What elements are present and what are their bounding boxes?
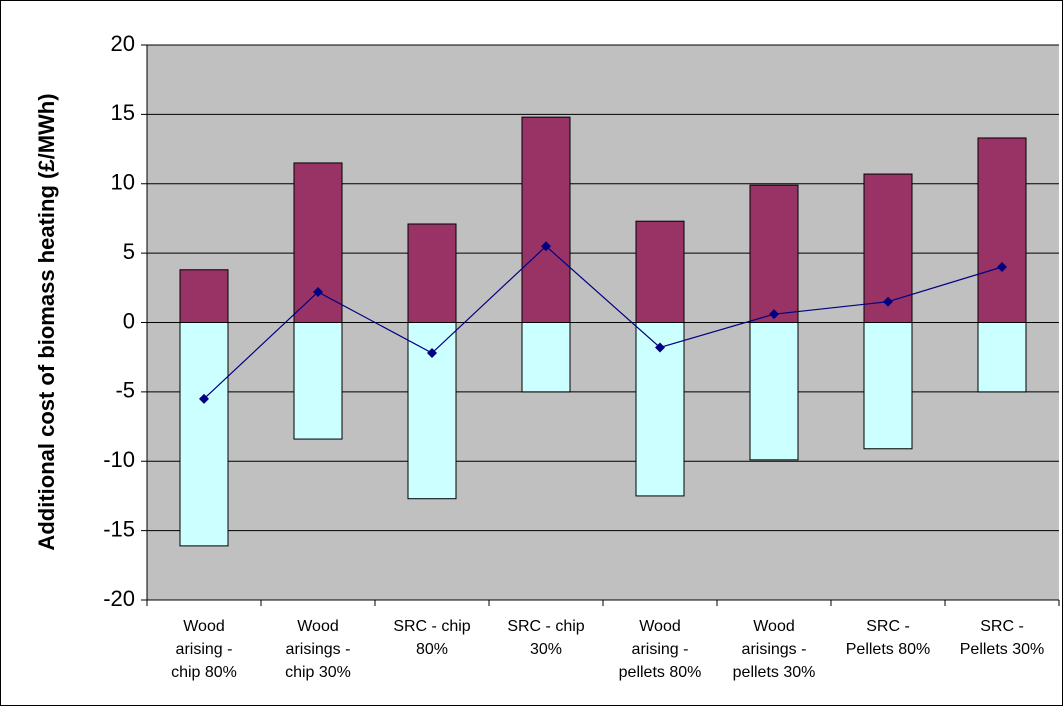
x-tick-label-line: chip 80% [171, 664, 237, 681]
bar [521, 116, 571, 324]
line-marker [541, 241, 551, 252]
y-tick-label: -10 [103, 447, 135, 472]
line-marker [769, 309, 779, 320]
line-marker [883, 296, 893, 307]
y-tick-label: 10 [111, 170, 135, 195]
x-tick-label-line: arising - [176, 641, 233, 658]
x-tick-label-line: SRC - chip [507, 618, 584, 635]
y-tick-label: 20 [111, 31, 135, 56]
x-tick-label: Wood arisings - chip 30% [285, 618, 351, 681]
bar [179, 322, 229, 547]
x-tick-label-line: Pellets 80% [846, 641, 931, 658]
x-tick-label-line: Wood [639, 618, 681, 635]
x-tick-label-line: 30% [530, 641, 562, 658]
bar [749, 184, 799, 323]
line-marker [199, 393, 209, 404]
bar [179, 269, 229, 323]
x-tick-label-line: chip 30% [285, 664, 351, 681]
bar [521, 322, 571, 393]
x-tick-label-line: arisings - [286, 641, 351, 658]
x-tick-label: SRC - chip 80% [393, 618, 470, 658]
x-tick-label-line: Wood [183, 618, 225, 635]
x-tick-label-line: SRC - [980, 618, 1024, 635]
y-tick-label: 15 [111, 100, 135, 125]
y-axis-label: Additional cost of biomass heating (£/MW… [34, 93, 59, 550]
line-marker [427, 348, 437, 359]
bar [293, 322, 343, 440]
bar [863, 322, 913, 450]
x-tick-label: SRC - Pellets 80% [846, 618, 931, 658]
x-tick-label: Wood arisings - pellets 30% [733, 618, 816, 681]
x-tick-label-line: 80% [416, 641, 448, 658]
y-tick-label: -15 [103, 516, 135, 541]
bar [749, 322, 799, 461]
x-tick-label-line: arisings - [742, 641, 807, 658]
x-tick-label-line: pellets 80% [619, 664, 702, 681]
x-tick-label: Wood arising - pellets 80% [619, 618, 702, 681]
x-tick-label: SRC - Pellets 30% [960, 618, 1045, 658]
x-tick-label-line: Wood [753, 618, 795, 635]
bar [977, 137, 1027, 323]
bar [407, 223, 457, 323]
x-tick-label-line: pellets 30% [733, 664, 816, 681]
x-tick-label-line: Wood [297, 618, 339, 635]
bar [635, 220, 685, 323]
bar [977, 322, 1027, 393]
x-tick-label: Wood arising - chip 80% [171, 618, 237, 681]
x-tick-label-line: arising - [632, 641, 689, 658]
y-tick-label: -5 [115, 378, 135, 403]
x-tick-label-line: SRC - chip [393, 618, 470, 635]
line-marker [655, 342, 665, 353]
x-tick-label-line: SRC - [866, 618, 910, 635]
x-tick-label: SRC - chip 30% [507, 618, 584, 658]
line-marker [997, 262, 1007, 272]
y-tick-label: -20 [103, 586, 135, 611]
y-tick-label: 5 [123, 239, 135, 264]
x-tick-label-line: Pellets 30% [960, 641, 1045, 658]
y-tick-label: 0 [123, 308, 135, 333]
line [203, 245, 1003, 400]
bar [293, 162, 343, 323]
line-marker [313, 286, 323, 297]
